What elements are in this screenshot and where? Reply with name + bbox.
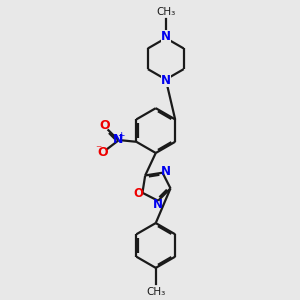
- Text: O: O: [134, 187, 144, 200]
- Text: CH₃: CH₃: [156, 8, 176, 17]
- Text: CH₃: CH₃: [146, 286, 165, 296]
- Text: N: N: [152, 198, 163, 211]
- Text: N: N: [161, 74, 171, 87]
- Text: N: N: [161, 31, 171, 44]
- Text: ⁻: ⁻: [95, 143, 101, 156]
- Text: O: O: [97, 146, 108, 159]
- Text: N: N: [161, 165, 171, 178]
- Text: N: N: [113, 133, 124, 146]
- Text: O: O: [99, 119, 110, 132]
- Text: +: +: [117, 131, 124, 140]
